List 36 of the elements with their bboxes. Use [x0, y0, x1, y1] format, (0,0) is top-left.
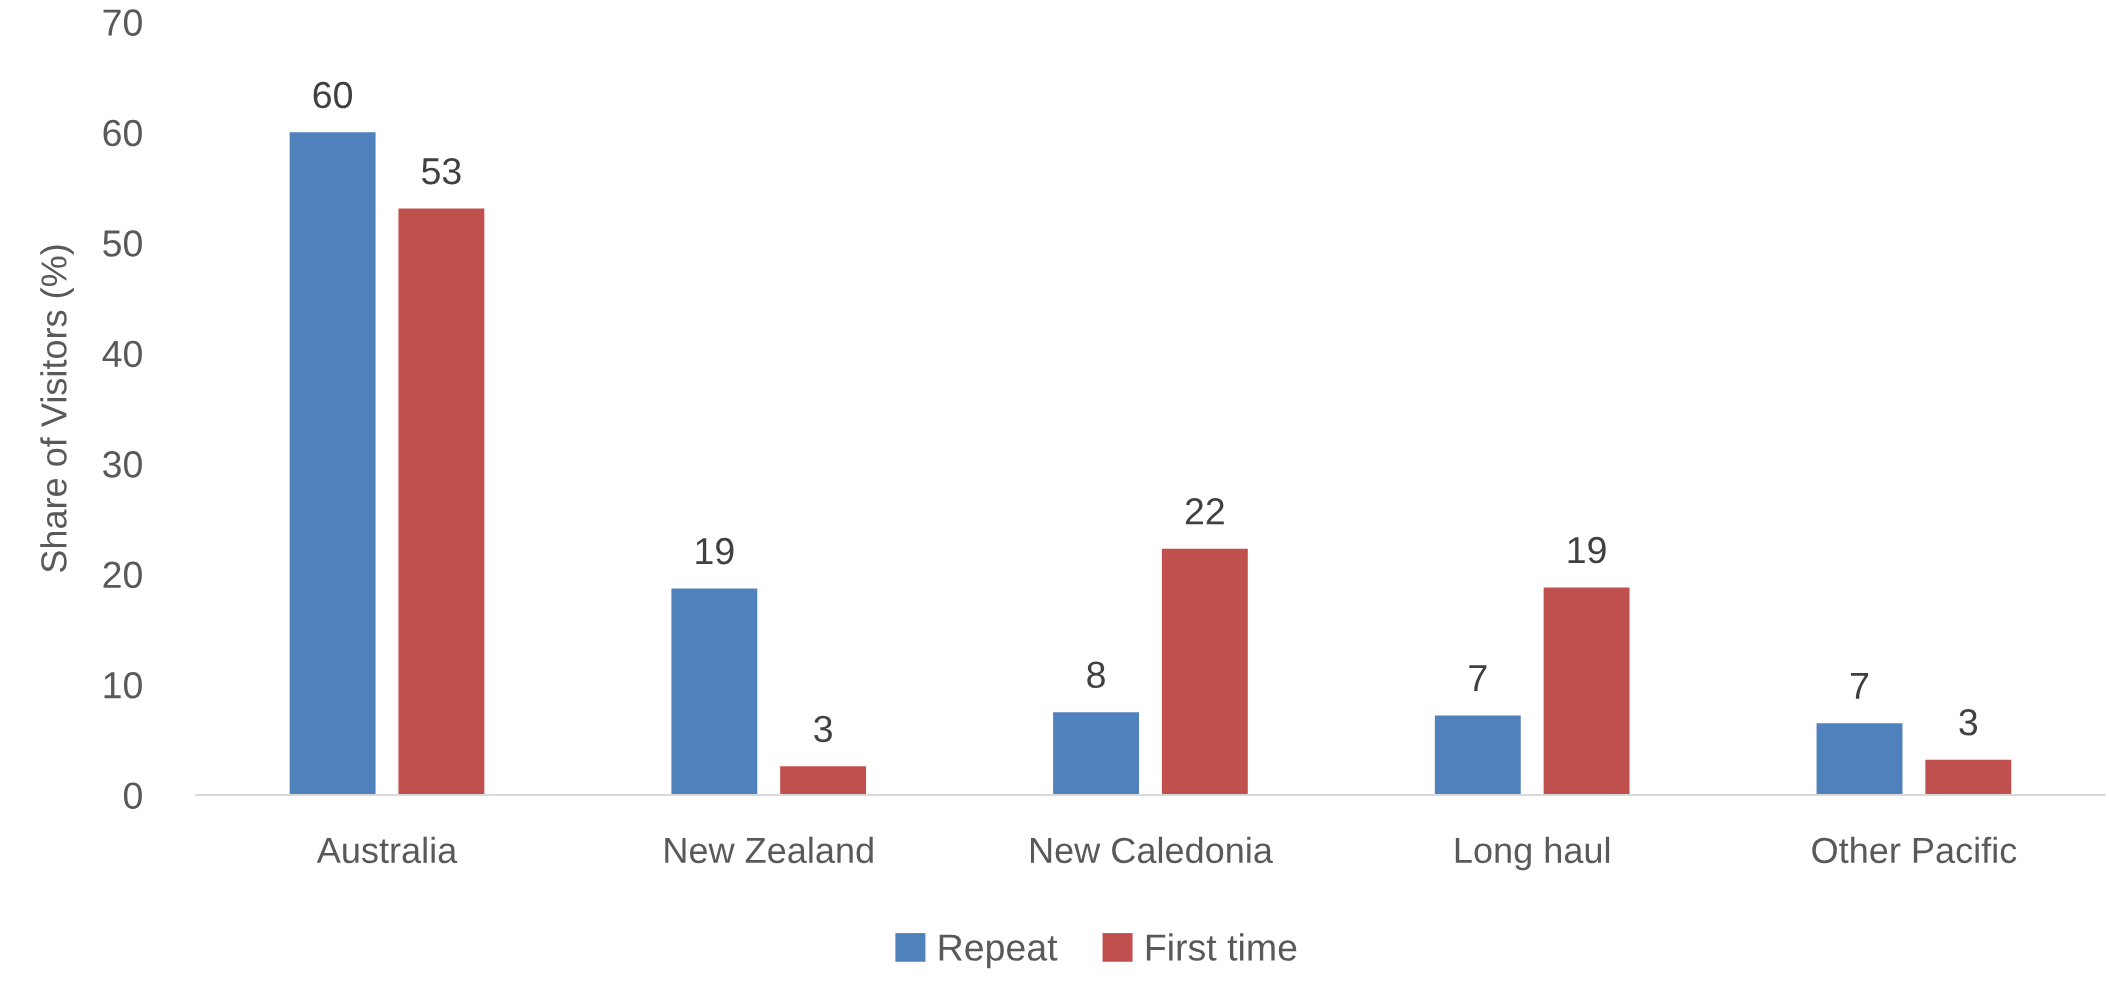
x-tick-label: New Caledonia: [1030, 836, 1273, 864]
data-label: 8: [1087, 661, 1105, 689]
bar: [398, 208, 485, 796]
bar: [780, 766, 867, 796]
y-tick-label: 20: [103, 561, 142, 589]
data-label: 53: [422, 157, 461, 185]
y-tick-label: 60: [103, 119, 142, 147]
y-tick-label: 40: [102, 340, 142, 368]
data-label: 3: [1959, 709, 1978, 736]
y-axis-title: Share of Visitors (%): [40, 245, 74, 573]
data-label: 7: [1851, 672, 1869, 699]
data-label: 19: [696, 537, 734, 565]
legend-label: Repeat: [939, 934, 1058, 969]
bar: [1053, 712, 1140, 796]
bar: [289, 132, 376, 796]
x-tick-label: New Zealand: [665, 836, 873, 864]
data-label: 22: [1185, 498, 1224, 525]
y-tick-label: 50: [103, 230, 142, 257]
data-label: 7: [1469, 665, 1487, 692]
y-tick-label: 0: [123, 782, 142, 809]
x-tick-label: Australia: [316, 836, 458, 864]
data-label: 60: [313, 81, 352, 109]
bar: [1543, 587, 1630, 796]
y-tick-label: 30: [103, 451, 142, 478]
data-label: 19: [1568, 536, 1606, 564]
legend-label: First time: [1146, 933, 1297, 961]
bar: [671, 588, 758, 796]
y-tick-label: 70: [103, 9, 142, 36]
bar: [1925, 759, 2012, 796]
x-tick-label: Long haul: [1455, 836, 1610, 871]
x-tick-label: Other Pacific: [1812, 836, 2017, 864]
bar: [1434, 715, 1521, 796]
bar: [1816, 723, 1903, 796]
data-label: 3: [814, 715, 832, 743]
bar: [1161, 548, 1248, 796]
y-tick-label: 10: [104, 671, 142, 699]
